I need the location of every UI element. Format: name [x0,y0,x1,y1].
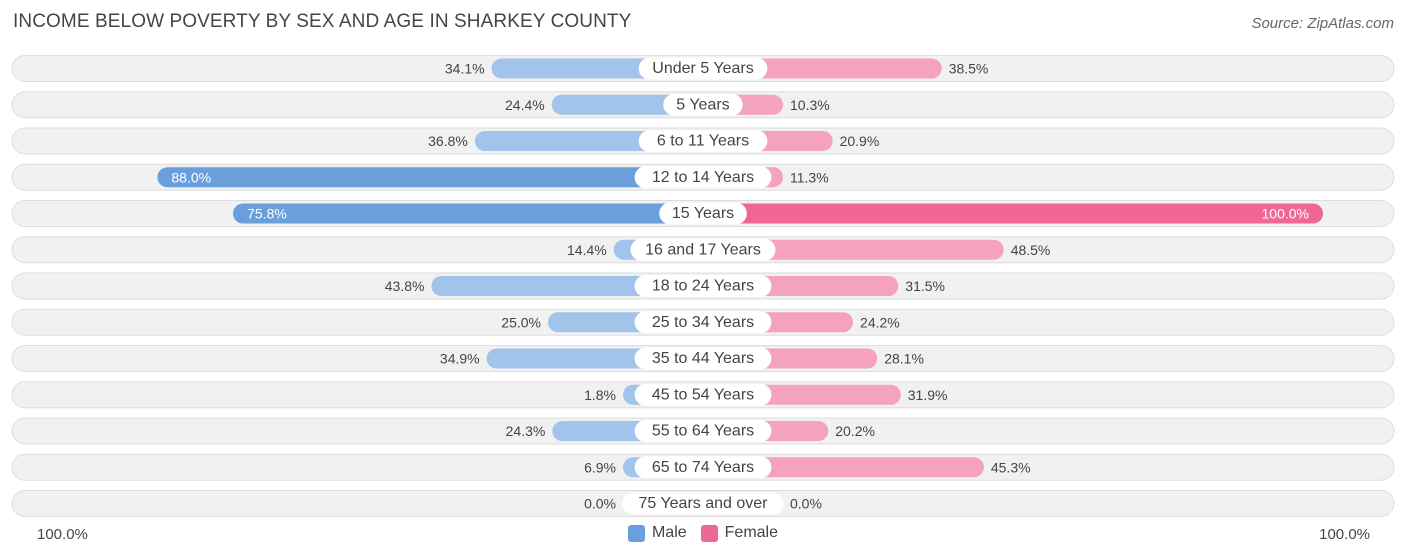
category-pill [634,456,772,479]
legend: Male Female [0,524,1406,542]
axis-right-label: 100.0% [1319,526,1370,543]
data-label-female: 45.3% [991,459,1031,475]
category-pill [634,275,772,297]
category-pill [630,238,776,261]
data-label-female: 31.5% [905,278,945,294]
category-pill [634,420,772,442]
bar-male [233,203,704,224]
category-pill [659,202,747,225]
data-label-male: 25.0% [501,314,541,330]
data-label-female: 20.2% [835,423,875,439]
data-label-female: 100.0% [1262,206,1309,222]
category-label: 16 and 17 Years [645,241,761,258]
data-label-female: 11.3% [790,169,829,185]
data-label-female: 48.5% [1011,242,1051,258]
legend-item-female: Female [700,524,779,542]
category-label: 65 to 74 Years [652,459,754,476]
data-label-male: 0.0% [584,496,616,512]
category-label: 12 to 14 Years [652,169,754,186]
data-label-male: 75.8% [247,206,287,222]
category-label: 75 Years and over [639,495,769,512]
data-label-male: 88.0% [171,169,211,185]
category-label: 5 Years [676,96,729,113]
chart-title: INCOME BELOW POVERTY BY SEX AND AGE IN S… [13,11,632,32]
legend-item-male: Male [627,524,687,542]
category-pill [638,130,768,152]
category-pill [634,311,772,334]
category-pill [622,492,784,515]
data-label-male: 24.3% [506,423,546,439]
category-label: 6 to 11 Years [657,133,749,150]
bar-male [431,276,703,296]
category-pill [634,166,772,189]
bar-female [703,457,984,478]
data-label-female: 24.2% [860,314,900,330]
category-label: 55 to 64 Years [652,423,754,440]
data-label-female: 38.5% [949,61,989,77]
legend-swatch-female [700,524,718,542]
legend-label-female: Female [724,524,779,541]
bar-chart: 34.1% 38.5% Under 5 Years 24.4% 10.3% 5 Years… [11,55,1395,517]
data-label-male: 34.1% [445,61,485,77]
category-label: 18 to 24 Years [652,278,754,295]
legend-swatch-male [627,524,645,542]
bar-female [703,239,1004,260]
data-label-female: 10.3% [790,97,830,113]
axis-left-label: 100.0% [37,526,88,543]
data-label-male: 34.9% [440,351,480,367]
data-label-male: 6.9% [584,459,616,475]
data-label-female: 31.9% [908,387,948,403]
category-label: 25 to 34 Years [652,314,754,331]
data-label-male: 24.4% [505,97,545,113]
data-label-male: 14.4% [567,242,607,258]
data-label-female: 20.9% [840,133,880,149]
category-label: 35 to 44 Years [652,350,754,367]
category-pill [663,93,743,116]
legend-label-male: Male [651,524,687,541]
data-label-female: 28.1% [884,351,924,367]
bar-female [703,203,1323,224]
data-label-male: 1.8% [584,387,616,403]
category-label: 15 Years [672,205,734,222]
category-pill [634,383,772,406]
category-pill [634,347,772,370]
category-label: 45 to 54 Years [652,386,754,403]
chart-source: Source: ZipAtlas.com [1251,15,1394,32]
bar-male [157,167,703,188]
category-pill [638,57,768,80]
category-label: Under 5 Years [652,60,753,77]
data-label-male: 36.8% [428,133,468,149]
data-label-male: 43.8% [385,278,425,294]
data-label-female: 0.0% [790,496,822,512]
